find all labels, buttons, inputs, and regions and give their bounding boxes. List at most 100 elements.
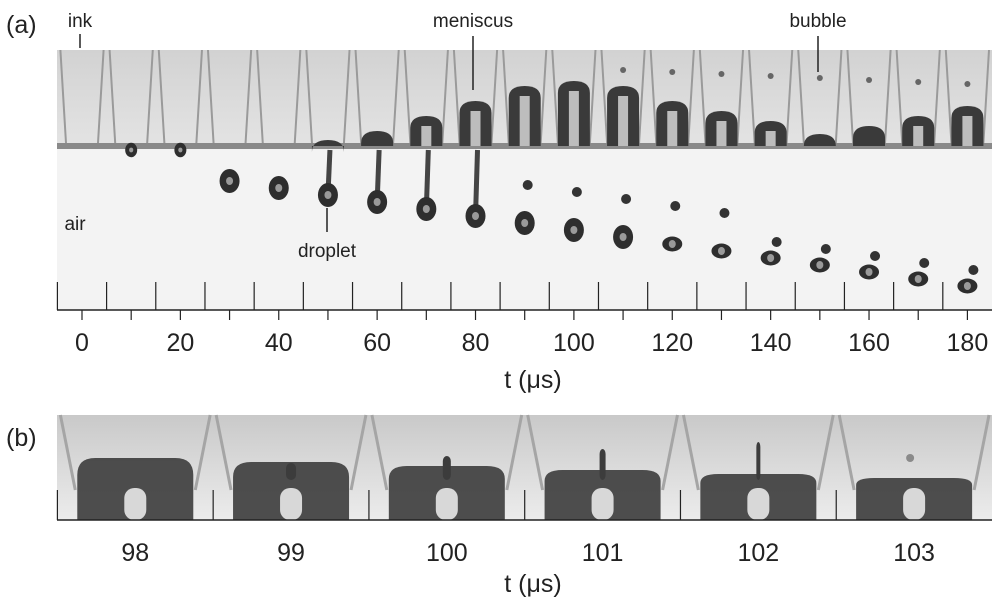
nozzle-wall (681, 414, 835, 491)
nozzle-wall (58, 414, 212, 491)
nozzle-wall (649, 49, 695, 144)
meniscus-core (124, 488, 147, 520)
droplet-highlight (717, 247, 725, 255)
droplet-highlight (324, 191, 332, 199)
frames (58, 49, 991, 520)
annotation: droplet (298, 241, 357, 262)
satellite (621, 194, 632, 204)
meniscus-core (280, 488, 303, 520)
nozzle-wall (305, 49, 351, 144)
meniscus-core (903, 488, 926, 520)
nozzle-wall (698, 49, 745, 144)
nozzle-wall (895, 49, 941, 144)
tick-label: 180 (947, 329, 989, 357)
tick-label: 101 (582, 539, 624, 567)
bubble (866, 77, 873, 83)
satellite (820, 244, 831, 254)
satellite (919, 258, 930, 268)
droplet-highlight (373, 198, 381, 206)
nozzle-wall (551, 49, 597, 144)
droplet-highlight (914, 275, 922, 283)
tick-label: 60 (363, 329, 391, 357)
droplet-highlight (226, 177, 234, 185)
annotation: bubble (789, 11, 846, 32)
satellite (670, 201, 681, 211)
nozzle-wall (748, 49, 794, 144)
droplet-highlight (129, 147, 134, 153)
droplet-highlight (178, 147, 183, 153)
meniscus-core (765, 131, 776, 146)
nozzle-wall (452, 49, 499, 144)
meniscus-core (667, 111, 678, 146)
tick-label: 20 (166, 329, 194, 357)
tick-label: 103 (893, 539, 935, 567)
droplet-highlight (521, 219, 529, 227)
nozzle-wall (502, 49, 548, 144)
droplet-highlight (865, 268, 873, 276)
meniscus (853, 126, 886, 146)
nozzle-wall (108, 49, 154, 144)
meniscus-core (913, 126, 924, 146)
droplet-highlight (619, 233, 627, 241)
satellite (870, 251, 881, 261)
bubble (816, 75, 823, 81)
satellite (719, 208, 730, 218)
tick-label: 160 (848, 329, 890, 357)
annotation: air (64, 214, 86, 235)
jet (599, 449, 606, 480)
satellite (522, 180, 533, 190)
meniscus (803, 134, 836, 146)
droplet-highlight (570, 226, 578, 234)
meniscus-core (519, 96, 530, 146)
tick-label: 120 (651, 329, 693, 357)
droplet-highlight (275, 184, 283, 192)
bubble (915, 79, 922, 85)
tick-label: 80 (462, 329, 490, 357)
panel-label: (b) (6, 424, 37, 452)
nozzle-wall (526, 414, 679, 491)
jet (756, 442, 761, 480)
bubble (964, 81, 971, 87)
tick-label: 140 (750, 329, 792, 357)
nozzle-wall (157, 49, 203, 144)
bubble (767, 73, 774, 79)
tick-label: 102 (737, 539, 779, 567)
tick-label: 99 (277, 539, 305, 567)
meniscus-core (568, 91, 579, 146)
jet (286, 463, 297, 480)
bubble (669, 69, 676, 75)
panel-label: (a) (6, 11, 37, 39)
annotation: meniscus (433, 11, 513, 32)
annotation: ink (68, 11, 93, 32)
nozzle-wall (837, 414, 991, 491)
nozzle-wall (214, 414, 368, 491)
nozzle-wall (600, 49, 646, 144)
satellite (571, 187, 582, 197)
meniscus-core (470, 111, 481, 146)
meniscus-core (591, 488, 614, 520)
nozzle-wall (797, 49, 843, 144)
nozzle-wall (370, 414, 524, 491)
bubble (620, 67, 627, 73)
satellite (771, 237, 782, 247)
meniscus-core (435, 488, 458, 520)
meniscus (311, 140, 344, 152)
axis-label: t (μs) (504, 366, 561, 394)
droplet-highlight (963, 282, 971, 290)
nozzle-wall (354, 49, 400, 144)
droplet-highlight (816, 261, 824, 269)
nozzle-wall (256, 49, 302, 144)
tick-label: 100 (426, 539, 468, 567)
meniscus-core (618, 96, 629, 146)
meniscus-core (962, 116, 973, 146)
nozzle-wall (403, 49, 449, 144)
nozzle-wall (206, 49, 253, 144)
meniscus-core (421, 126, 432, 146)
tick-label: 0 (75, 329, 89, 357)
bubble (906, 454, 915, 462)
axis-label: t (μs) (504, 570, 561, 598)
droplet-highlight (668, 240, 676, 248)
droplet-highlight (472, 212, 480, 220)
meniscus (361, 131, 394, 146)
